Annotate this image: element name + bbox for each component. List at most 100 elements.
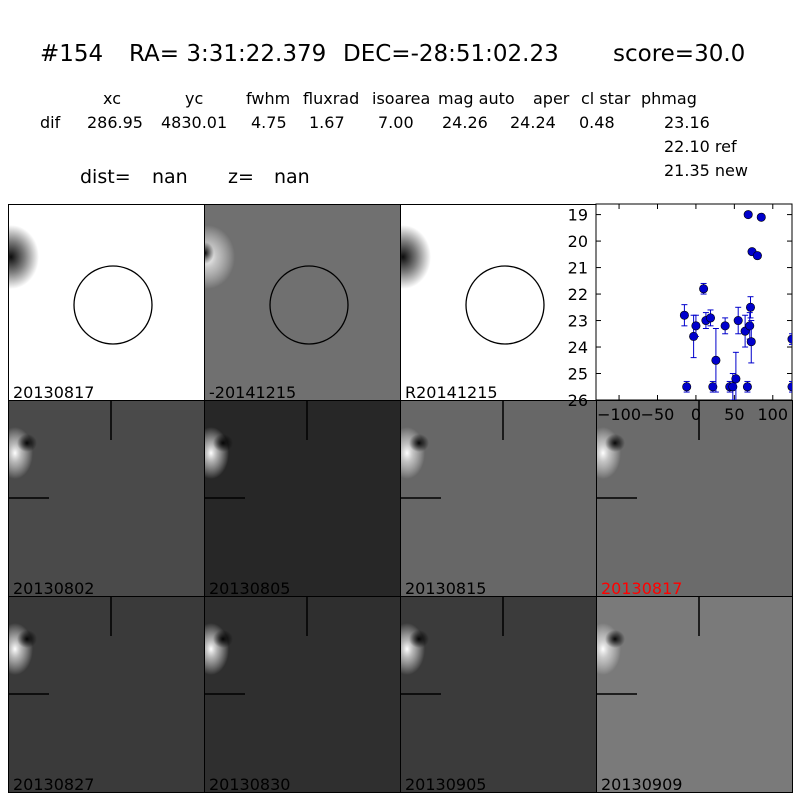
data-point xyxy=(787,382,792,392)
stamp-image xyxy=(597,401,700,499)
col-header-fwhm: fwhm xyxy=(246,89,291,108)
stamp-date-label: 20130905 xyxy=(405,775,487,793)
stamp-image xyxy=(401,225,545,345)
x-tick-label: 50 xyxy=(724,405,744,424)
y-tick-label: 21 xyxy=(568,259,588,278)
image-stamp: -20141215 xyxy=(204,204,401,401)
stamp-image xyxy=(205,225,349,345)
x-tick-label: 100 xyxy=(758,405,789,424)
y-tick-label: 23 xyxy=(568,312,588,331)
image-stamp: R20141215 xyxy=(400,204,597,401)
source-core xyxy=(205,242,214,264)
value-yc: 4830.01 xyxy=(161,113,228,132)
source-shadow xyxy=(409,630,429,648)
plot-frame xyxy=(595,203,793,401)
source-shadow xyxy=(213,630,233,648)
stamp-date-label: 20130817 xyxy=(13,383,95,401)
value-cl-star: 0.48 xyxy=(579,113,615,132)
stamp-image xyxy=(205,597,308,695)
image-stamp: 20130815 xyxy=(400,400,597,597)
y-tick-label: 26 xyxy=(568,391,588,410)
col-header-cl-star: cl star xyxy=(581,89,631,108)
value-fluxrad: 1.67 xyxy=(309,113,345,132)
data-point xyxy=(742,382,752,392)
data-point xyxy=(733,316,743,326)
candidate-id: #154 xyxy=(40,41,104,67)
y-tick-label: 22 xyxy=(568,285,588,304)
value-aper: 24.24 xyxy=(510,113,556,132)
col-header-phmag: phmag xyxy=(641,89,697,108)
stamp-image xyxy=(9,225,153,345)
source-shadow xyxy=(409,434,429,452)
data-point xyxy=(743,210,753,220)
dec-value: DEC=-28:51:02.23 xyxy=(343,41,559,67)
col-header-aper: aper xyxy=(533,89,570,108)
dist-value: nan xyxy=(152,166,188,188)
data-point xyxy=(699,284,709,294)
stamp-date-label: R20141215 xyxy=(405,383,498,401)
y-tick-label: 24 xyxy=(568,338,588,357)
data-point xyxy=(745,302,755,312)
source-blob xyxy=(205,225,235,289)
source-shadow xyxy=(605,630,625,648)
value-isoarea: 7.00 xyxy=(378,113,414,132)
source-blob xyxy=(9,225,39,289)
image-stamp: 20130817 xyxy=(596,400,793,597)
data-point xyxy=(720,321,730,331)
value-phmag: 23.16 xyxy=(664,113,710,132)
data-point xyxy=(708,382,718,392)
source-shadow xyxy=(213,434,233,452)
image-stamp: 20130805 xyxy=(204,400,401,597)
stamp-image xyxy=(401,597,504,695)
image-stamp: 20130817 xyxy=(8,204,205,401)
stamp-date-label: 20130817 xyxy=(601,579,683,597)
source-shadow xyxy=(17,434,37,452)
data-point xyxy=(745,321,755,331)
stamp-date-label: 20130827 xyxy=(13,775,95,793)
y-tick-label: 19 xyxy=(568,206,588,225)
source-shadow xyxy=(605,434,625,452)
y-tick-label: 25 xyxy=(568,365,588,384)
value-xc: 286.95 xyxy=(87,113,143,132)
data-point xyxy=(691,321,701,331)
stamp-image xyxy=(401,401,504,499)
image-stamp: 20130909 xyxy=(596,596,793,793)
source-blob xyxy=(401,225,431,289)
z-label: z= xyxy=(228,166,254,188)
data-point xyxy=(756,212,766,222)
col-header-yc: yc xyxy=(185,89,204,108)
light-curve-svg: 19 20 21 22 23 24 25 26 −100 −50 0 50 100 xyxy=(568,203,793,424)
aperture-circle xyxy=(465,265,545,345)
x-tick-label: −50 xyxy=(641,405,675,424)
col-header-isoarea: isoarea xyxy=(372,89,431,108)
stamp-date-label: 20130909 xyxy=(601,775,683,793)
col-header-fluxrad: fluxrad xyxy=(303,89,360,108)
image-stamp: 20130830 xyxy=(204,596,401,793)
image-stamp: 20130802 xyxy=(8,400,205,597)
dist-label: dist= xyxy=(80,166,131,188)
col-header-xc: xc xyxy=(103,89,121,108)
stamp-date-label: 20130802 xyxy=(13,579,95,597)
row-label-dif: dif xyxy=(40,113,61,132)
stamp-image xyxy=(9,401,112,499)
score-value: score=30.0 xyxy=(613,41,746,67)
value-ref-mag: 22.10 ref xyxy=(664,137,737,156)
light-curve-plot: 19 20 21 22 23 24 25 26 −100 −50 0 50 100 xyxy=(568,203,793,424)
x-tick-label: −100 xyxy=(597,405,641,424)
stamp-image xyxy=(205,401,308,499)
x-tick-label: 0 xyxy=(691,405,701,424)
source-shadow xyxy=(17,630,37,648)
y-tick-label: 20 xyxy=(568,232,588,251)
z-value: nan xyxy=(274,166,310,188)
data-points xyxy=(679,210,792,400)
value-mag-auto: 24.26 xyxy=(442,113,488,132)
aperture-circle xyxy=(73,265,153,345)
image-stamp: 20130827 xyxy=(8,596,205,793)
data-point xyxy=(731,374,741,384)
data-point xyxy=(752,251,762,261)
aperture-circle xyxy=(269,265,349,345)
value-fwhm: 4.75 xyxy=(251,113,287,132)
data-point xyxy=(682,382,692,392)
stamp-date-label: 20130815 xyxy=(405,579,487,597)
col-header-mag-auto: mag auto xyxy=(438,89,515,108)
